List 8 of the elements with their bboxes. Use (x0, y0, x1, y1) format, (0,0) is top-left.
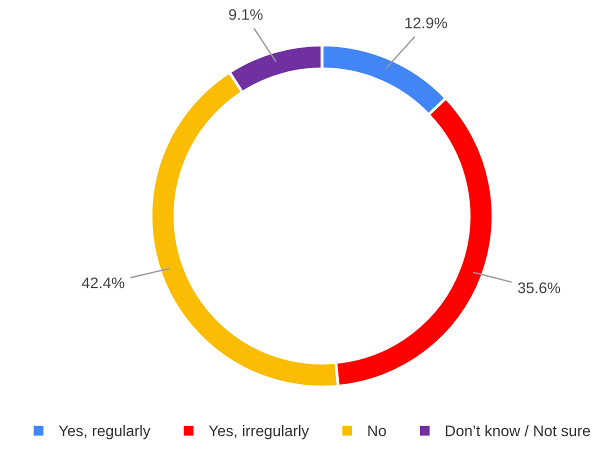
legend-label: No (368, 426, 386, 436)
data-label: 42.4% (82, 277, 124, 288)
legend-label: Yes, regularly (58, 425, 150, 440)
data-label: 9.1% (229, 9, 263, 20)
data-label: 35.6% (518, 282, 560, 294)
data-label: 12.9% (405, 18, 448, 28)
legend-label: Yes, irregularly (208, 425, 309, 440)
legend-label: Don’t know / Not sure (446, 425, 590, 436)
